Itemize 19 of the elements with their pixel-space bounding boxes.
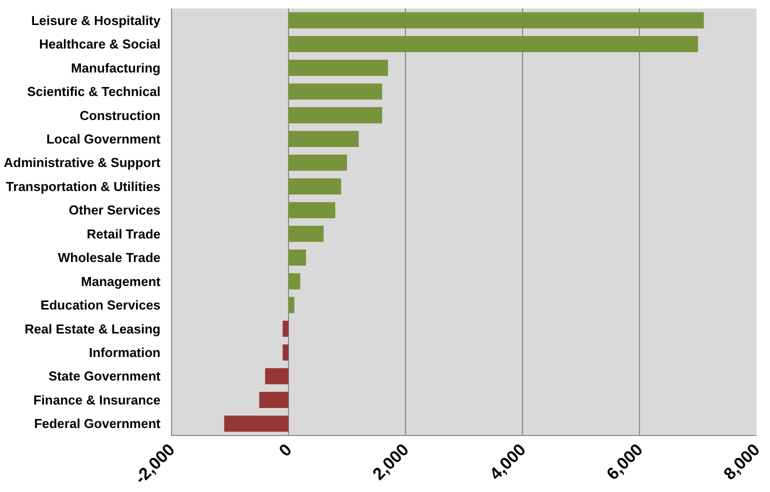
y-tick-label: Leisure & Hospitality — [31, 12, 162, 28]
y-tick-label: State Government — [48, 368, 162, 384]
y-tick-label: Information — [89, 344, 161, 360]
y-tick-label: Administrative & Support — [4, 155, 162, 170]
y-tick-label: Education Services — [40, 298, 161, 313]
y-tick-label: Wholesale Trade — [58, 250, 161, 266]
y-tick-label: Real Estate & Leasing — [24, 321, 161, 336]
y-tick-label: Retail Trade — [86, 226, 161, 242]
y-tick-label: Healthcare & Social — [39, 36, 161, 52]
y-tick-label: Finance & Insurance — [33, 392, 161, 408]
y-tick-label: Other Services — [68, 202, 161, 218]
y-tick-label: Scientific & Technical — [27, 84, 161, 100]
y-tick-label: Manufacturing — [70, 60, 161, 76]
y-tick-label: Construction — [80, 108, 161, 123]
y-tick-label: Transportation & Utilities — [6, 178, 161, 194]
y-tick-label: Federal Government — [34, 416, 162, 432]
y-tick-label: Local Government — [46, 131, 162, 146]
x-tick-label: 0 — [275, 440, 296, 460]
y-tick-label: Management — [81, 274, 162, 289]
